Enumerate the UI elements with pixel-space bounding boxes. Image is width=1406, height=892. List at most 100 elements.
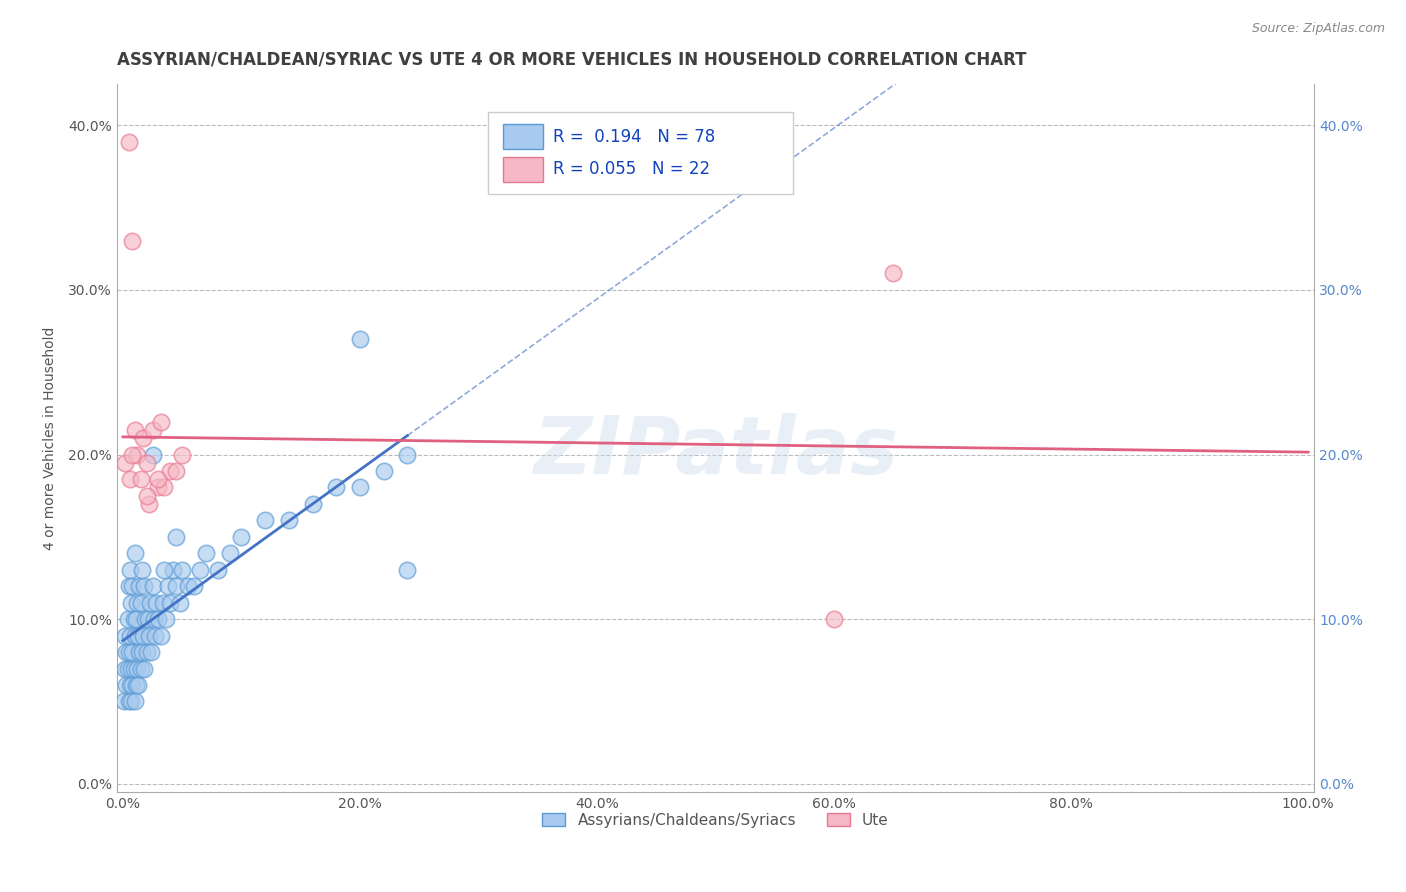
Point <box>138 629 160 643</box>
Point <box>124 546 146 560</box>
Point <box>117 612 139 626</box>
Point <box>882 267 904 281</box>
Point <box>115 645 138 659</box>
Point <box>141 423 163 437</box>
Point <box>121 678 143 692</box>
Point <box>118 694 141 708</box>
Point <box>373 464 395 478</box>
Point <box>122 661 145 675</box>
Point <box>159 464 181 478</box>
Point <box>165 464 187 478</box>
Point <box>207 563 229 577</box>
Point <box>132 629 155 643</box>
Point <box>165 530 187 544</box>
Text: Source: ZipAtlas.com: Source: ZipAtlas.com <box>1251 22 1385 36</box>
Point <box>120 596 142 610</box>
Point <box>152 596 174 610</box>
Point <box>148 612 170 626</box>
Point <box>114 661 136 675</box>
Point <box>183 579 205 593</box>
FancyBboxPatch shape <box>503 124 543 149</box>
Point <box>349 332 371 346</box>
Point <box>129 596 152 610</box>
Point <box>118 645 141 659</box>
Point <box>149 415 172 429</box>
Point <box>127 678 149 692</box>
Point <box>172 448 194 462</box>
Point <box>165 579 187 593</box>
Point <box>277 513 299 527</box>
Point <box>138 497 160 511</box>
Point <box>148 472 170 486</box>
Point <box>129 661 152 675</box>
Point <box>135 645 157 659</box>
Point <box>155 612 177 626</box>
Point <box>135 489 157 503</box>
Point <box>118 563 141 577</box>
Point <box>128 579 150 593</box>
Point <box>121 234 143 248</box>
Point <box>159 596 181 610</box>
Point <box>177 579 200 593</box>
Point <box>121 645 143 659</box>
Point <box>120 661 142 675</box>
Point <box>118 678 141 692</box>
Point <box>231 530 253 544</box>
Legend: Assyrians/Chaldeans/Syriacs, Ute: Assyrians/Chaldeans/Syriacs, Ute <box>536 806 894 834</box>
Point <box>124 423 146 437</box>
Point <box>134 661 156 675</box>
Point <box>125 612 148 626</box>
Point <box>188 563 211 577</box>
Point <box>131 563 153 577</box>
Point <box>114 456 136 470</box>
Point <box>142 612 165 626</box>
Point <box>156 579 179 593</box>
Point <box>121 579 143 593</box>
Point <box>148 480 170 494</box>
Text: R = 0.055   N = 22: R = 0.055 N = 22 <box>553 161 710 178</box>
Point <box>125 678 148 692</box>
Point <box>121 448 143 462</box>
Text: R =  0.194   N = 78: R = 0.194 N = 78 <box>553 128 716 145</box>
Point <box>172 563 194 577</box>
Point <box>325 480 347 494</box>
Text: ZIPatlas: ZIPatlas <box>533 413 898 491</box>
Point <box>396 448 419 462</box>
Point <box>143 629 166 643</box>
Point <box>128 645 150 659</box>
Point <box>134 612 156 626</box>
Y-axis label: 4 or more Vehicles in Household: 4 or more Vehicles in Household <box>44 326 58 549</box>
Point <box>114 629 136 643</box>
Point <box>135 456 157 470</box>
Point <box>301 497 323 511</box>
Point <box>131 645 153 659</box>
Point <box>118 472 141 486</box>
FancyBboxPatch shape <box>488 112 793 194</box>
Point <box>194 546 217 560</box>
Point <box>823 612 845 626</box>
Point <box>115 678 138 692</box>
Point <box>134 579 156 593</box>
Point <box>127 596 149 610</box>
FancyBboxPatch shape <box>503 157 543 182</box>
Point <box>124 629 146 643</box>
Point <box>124 694 146 708</box>
Point <box>349 480 371 494</box>
Point <box>120 694 142 708</box>
Point <box>141 448 163 462</box>
Point <box>141 579 163 593</box>
Point <box>254 513 277 527</box>
Point <box>118 629 141 643</box>
Point <box>218 546 240 560</box>
Point <box>117 661 139 675</box>
Point <box>139 596 162 610</box>
Point <box>136 612 159 626</box>
Point <box>112 694 135 708</box>
Point <box>396 563 419 577</box>
Point <box>132 431 155 445</box>
Text: ASSYRIAN/CHALDEAN/SYRIAC VS UTE 4 OR MORE VEHICLES IN HOUSEHOLD CORRELATION CHAR: ASSYRIAN/CHALDEAN/SYRIAC VS UTE 4 OR MOR… <box>117 51 1026 69</box>
Point <box>141 645 163 659</box>
Point <box>129 472 152 486</box>
Point <box>127 448 149 462</box>
Point <box>127 661 149 675</box>
